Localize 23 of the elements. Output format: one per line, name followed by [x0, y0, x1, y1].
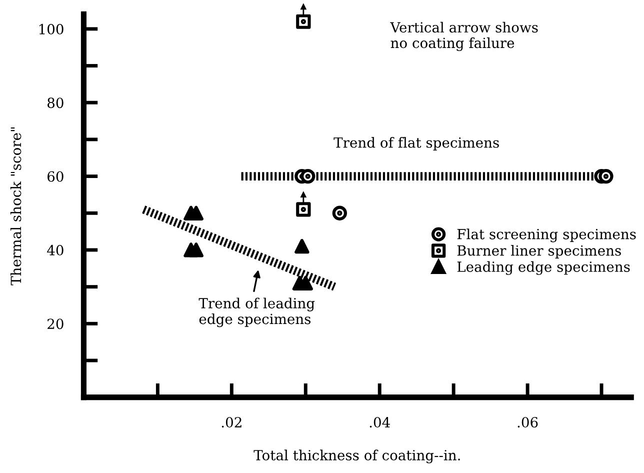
- point: [296, 202, 311, 217]
- legend-label: Burner liner specimens: [457, 245, 621, 258]
- y-tick-label: 40: [47, 244, 64, 256]
- x-tick-label: .04: [370, 417, 390, 428]
- annotation: Trend of leading edge specimens: [198, 298, 315, 328]
- y-tick-label: 80: [48, 98, 64, 108]
- point: [598, 168, 614, 184]
- point: [296, 14, 311, 29]
- x-tick-label: .02: [222, 417, 242, 428]
- y-tick-label: 100: [39, 24, 64, 34]
- annotation: Vertical arrow shows no coating failure: [390, 22, 538, 52]
- x-tick-label: .06: [518, 417, 538, 428]
- legend-label: Leading edge specimens: [457, 261, 630, 275]
- point: [332, 206, 348, 220]
- y-axis-title: Thermal shock "score": [10, 127, 22, 286]
- y-tick-label: 60: [48, 171, 64, 182]
- x-axis-title: Total thickness of coating--in.: [254, 450, 460, 464]
- point: [300, 168, 316, 184]
- annotation: Trend of flat specimens: [334, 137, 499, 150]
- point: [188, 242, 204, 258]
- y-tick-label: 20: [48, 318, 64, 330]
- legend-label: Flat screening specimens: [457, 228, 636, 242]
- point: [294, 238, 310, 254]
